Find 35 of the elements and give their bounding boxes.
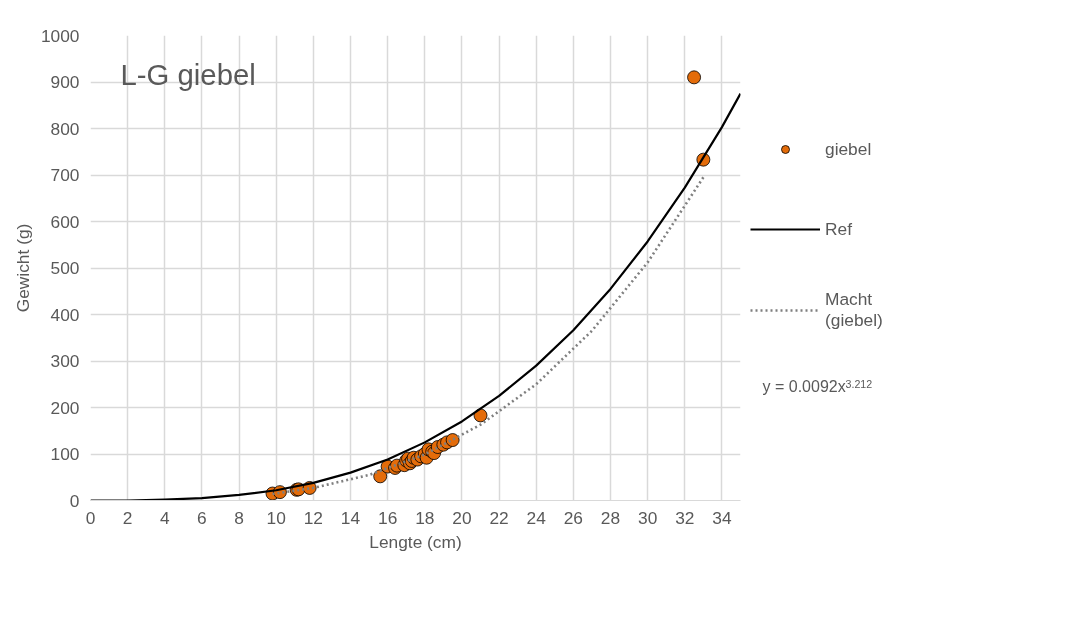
x-tick-label: 24: [526, 507, 547, 528]
y-axis-title: Gewicht (g): [12, 223, 33, 313]
y-tick-label: 300: [50, 351, 80, 371]
y-tick-label: 100: [50, 444, 80, 464]
x-tick-label: 30: [638, 507, 658, 528]
legend-label: giebel: [825, 137, 872, 161]
y-tick-label: 400: [50, 304, 80, 325]
x-tick-label: 28: [600, 507, 621, 528]
x-tick-label: 16: [378, 507, 398, 528]
y-tick-label: 600: [50, 211, 80, 232]
x-tick-label: 26: [563, 507, 583, 528]
x-tick-label: 6: [197, 507, 207, 528]
x-tick-label: 34: [712, 507, 732, 528]
x-tick-label: 10: [266, 507, 286, 528]
x-tick-label: 20: [452, 507, 472, 528]
legend-label: Macht (giebel): [825, 289, 883, 331]
x-tick-label: 0: [85, 507, 96, 528]
text: L-G giebel: [120, 57, 256, 91]
x-tick-label: 18: [415, 507, 435, 528]
x-axis-title: Lengte (cm): [369, 531, 462, 552]
legend-label: Ref: [825, 217, 852, 241]
x-tick-label: 2: [122, 507, 133, 528]
x-tick-label: 22: [489, 507, 509, 528]
y-tick-label: 900: [50, 72, 80, 92]
x-tick-label: 8: [234, 507, 244, 528]
x-tick-label: 32: [675, 507, 695, 528]
y-tick-label: 200: [50, 397, 80, 418]
x-tick-label: 4: [159, 507, 170, 528]
x-tick-label: 12: [303, 507, 323, 528]
y-tick-label: 800: [50, 118, 80, 139]
y-tick-label: 0: [69, 490, 80, 511]
x-tick-label: 14: [340, 507, 361, 528]
y-tick-label: 700: [50, 165, 80, 185]
y-tick-label: 1000: [40, 25, 80, 46]
y-tick-label: 500: [50, 258, 80, 278]
